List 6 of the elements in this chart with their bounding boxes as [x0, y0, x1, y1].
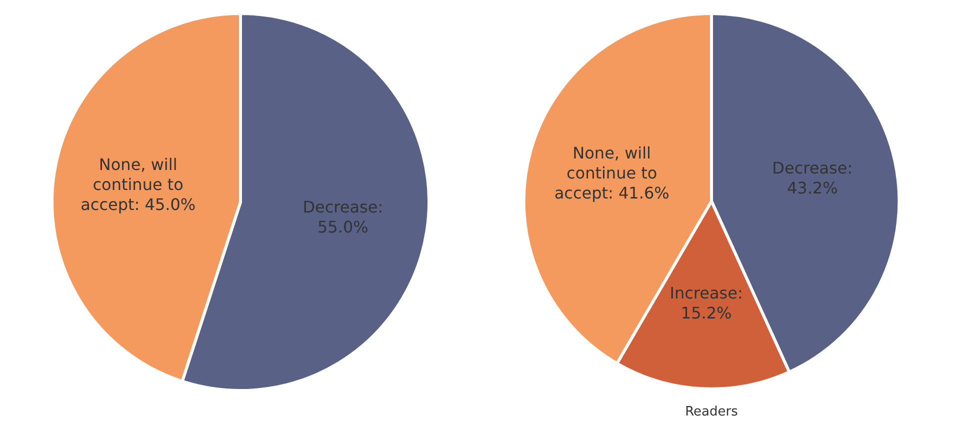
text: Readers [685, 404, 738, 420]
slice-label: Decrease: 43.2% [772, 158, 853, 198]
slice-label: None, will continue to accept: 41.6% [554, 143, 670, 202]
slice-label: None, will continue to accept: 45.0% [80, 154, 196, 214]
slice-label: Decrease: 55.0% [302, 197, 384, 236]
slice-label: Increase: 15.2% [670, 283, 743, 322]
